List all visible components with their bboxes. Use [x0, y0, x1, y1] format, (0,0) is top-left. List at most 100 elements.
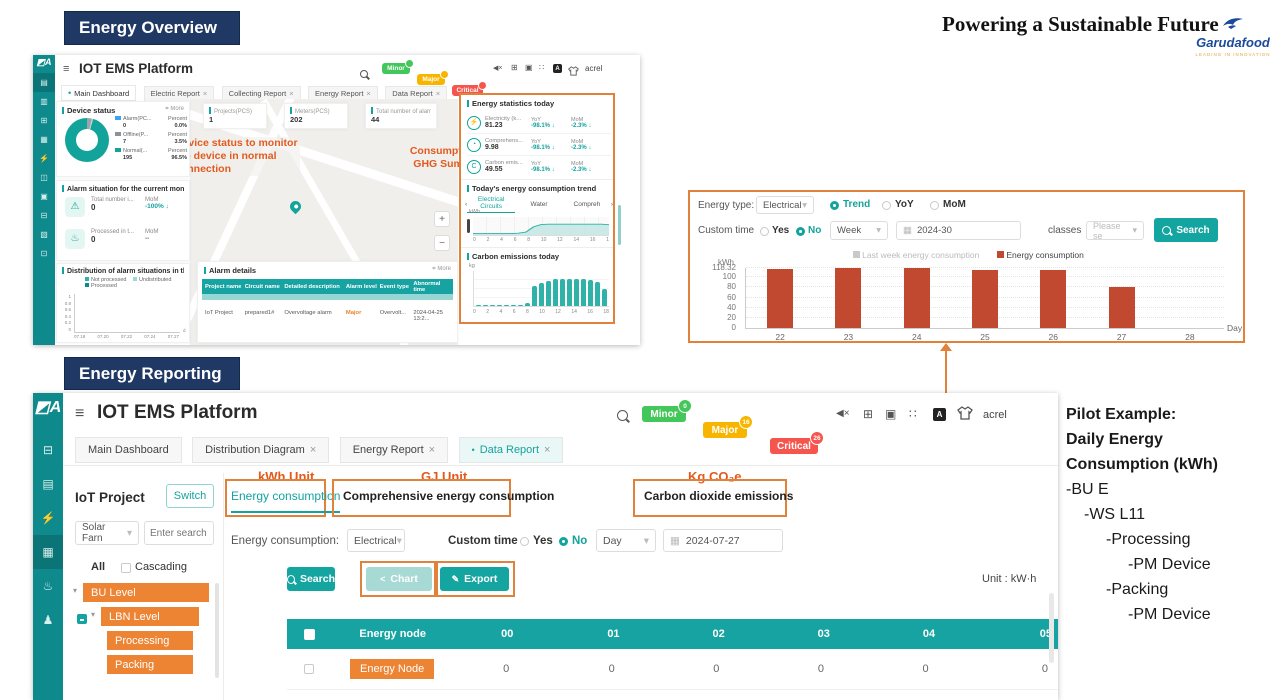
- sidebar-power-icon[interactable]: ⊞: [40, 116, 48, 125]
- sidebar-screen-icon[interactable]: ▣: [40, 192, 48, 201]
- search-button[interactable]: Search: [1154, 218, 1218, 242]
- grid-icon[interactable]: ⊞: [511, 63, 518, 72]
- trend-tabs-left-icon[interactable]: ‹: [465, 201, 468, 208]
- row-checkbox[interactable]: [304, 664, 315, 674]
- zoom-out-button[interactable]: −: [434, 235, 450, 251]
- major-alarm-badge[interactable]: Major: [417, 70, 449, 85]
- collapse-menu-icon[interactable]: ≡: [63, 63, 70, 75]
- close-icon[interactable]: ×: [544, 444, 551, 456]
- export-button[interactable]: ✎ Export: [440, 567, 509, 591]
- legend-energy-consumption[interactable]: Energy consumption: [997, 250, 1084, 260]
- filter-period-select[interactable]: Day ▾: [596, 529, 656, 552]
- radio-custom-yes[interactable]: [520, 537, 529, 546]
- search-button[interactable]: Search: [287, 567, 335, 591]
- section-tab-comprehensive[interactable]: Comprehensive energy consumption: [343, 489, 555, 503]
- tab-data-report[interactable]: • Data Report ×: [458, 437, 564, 463]
- fullscreen-icon[interactable]: ∷: [539, 63, 545, 72]
- content-scrollbar[interactable]: [1049, 593, 1054, 663]
- alarm-details-row[interactable]: IoT Project prepared1# Overvoltage alarm…: [205, 310, 443, 322]
- search-icon[interactable]: [617, 408, 628, 426]
- map-pin-icon[interactable]: [287, 198, 304, 215]
- trend-slider[interactable]: [467, 219, 470, 233]
- energy-type-select[interactable]: Electrical ▾: [756, 196, 814, 214]
- sidebar-user-icon[interactable]: ⊡: [40, 249, 48, 258]
- sidebar-report-icon[interactable]: ▦: [33, 535, 63, 569]
- shirt-icon[interactable]: [568, 63, 579, 81]
- legend-last-week[interactable]: Last week energy consumption: [853, 250, 979, 260]
- screenshot-icon[interactable]: ▣: [525, 63, 533, 72]
- minor-alarm-badge[interactable]: Minor 0: [642, 399, 692, 422]
- minor-alarm-badge[interactable]: Minor: [382, 59, 414, 74]
- section-tab-carbon[interactable]: Carbon dioxide emissions: [644, 489, 794, 503]
- sidebar-report-icon[interactable]: ▦: [40, 135, 48, 144]
- sidebar-diagram-icon[interactable]: ▤: [42, 477, 54, 491]
- project-select[interactable]: Solar Farn ▾: [75, 521, 139, 545]
- classes-select[interactable]: Please se ▾: [1086, 221, 1144, 241]
- zoom-in-button[interactable]: +: [434, 211, 450, 227]
- more-link[interactable]: ⌗ More: [432, 266, 451, 272]
- tree-caret-icon[interactable]: ▾: [91, 610, 96, 619]
- sidebar-environment-icon[interactable]: ♨: [42, 579, 54, 593]
- more-link[interactable]: ⌗ More: [165, 106, 184, 112]
- tree-scrollbar[interactable]: [215, 583, 219, 678]
- shirt-icon[interactable]: [957, 406, 973, 425]
- switch-button[interactable]: Switch: [166, 484, 214, 508]
- chart-button[interactable]: < Chart: [366, 567, 432, 591]
- sidebar-user-icon[interactable]: ♟: [42, 613, 54, 627]
- sidebar-monitor-icon[interactable]: ▥: [40, 97, 48, 106]
- close-icon[interactable]: ×: [289, 89, 294, 98]
- sidebar-energy-icon[interactable]: ⚡: [39, 154, 49, 163]
- grid-icon[interactable]: ⊞: [863, 407, 874, 421]
- tab-main-dashboard[interactable]: • Main Dashboard: [61, 85, 137, 101]
- close-icon[interactable]: ×: [435, 89, 441, 98]
- tree-item-packing[interactable]: Packing: [107, 655, 193, 674]
- panel-scrollbar[interactable]: [618, 205, 621, 245]
- screenshot-icon[interactable]: ▣: [885, 407, 897, 421]
- sidebar-power-icon[interactable]: ⚡: [40, 511, 56, 525]
- trend-tab-water[interactable]: Water: [530, 201, 548, 208]
- tree-search-input[interactable]: [144, 521, 214, 545]
- tree-caret-icon[interactable]: ▾: [73, 586, 78, 595]
- filter-date-input[interactable]: ▦ 2024-07-27: [663, 529, 783, 552]
- critical-alarm-badge[interactable]: Critical 26: [770, 431, 824, 454]
- trend-tab-comprehensive[interactable]: Compreh: [573, 201, 601, 208]
- username[interactable]: acrel: [983, 409, 1007, 421]
- select-all-checkbox[interactable]: [303, 628, 315, 640]
- close-icon[interactable]: ×: [202, 89, 208, 98]
- tab-electric-report[interactable]: Electric Report ×: [143, 85, 215, 102]
- radio-trend[interactable]: [830, 201, 839, 210]
- tree-item-bu-level[interactable]: BU Level: [83, 583, 209, 602]
- period-select[interactable]: Week ▾: [830, 221, 888, 240]
- table-row[interactable]: Energy Node 0 0 0 0 0 0: [287, 649, 1058, 690]
- radio-custom-yes[interactable]: [760, 227, 769, 236]
- radio-yoy[interactable]: [882, 201, 891, 210]
- radio-custom-no[interactable]: [559, 537, 568, 546]
- sidebar-dashboard-icon[interactable]: ▤: [33, 73, 55, 92]
- radio-mom[interactable]: [930, 201, 939, 210]
- date-input[interactable]: ▦ 2024-30: [896, 221, 1021, 240]
- section-tab-energy-consumption[interactable]: Energy consumption: [231, 489, 341, 513]
- sidebar-calendar-icon[interactable]: ⊟: [40, 211, 48, 220]
- all-checkbox[interactable]: [77, 614, 87, 624]
- sidebar-settings-icon[interactable]: ▧: [40, 230, 48, 239]
- fullscreen-icon[interactable]: ∷: [909, 407, 917, 421]
- critical-alarm-badge[interactable]: Critical: [452, 81, 487, 96]
- close-icon[interactable]: ×: [366, 89, 371, 98]
- sidebar-dashboard-icon[interactable]: ⊟: [42, 443, 54, 457]
- tree-item-lbn-level[interactable]: LBN Level: [101, 607, 199, 626]
- filter-type-select[interactable]: Electrical ▾: [347, 529, 405, 552]
- tab-main-dashboard[interactable]: Main Dashboard: [75, 437, 182, 463]
- translate-icon[interactable]: A: [933, 408, 946, 421]
- tab-energy-report[interactable]: Energy Report ×: [339, 437, 449, 463]
- trend-tabs-right-icon[interactable]: ›: [610, 201, 614, 208]
- close-icon[interactable]: ×: [309, 444, 317, 456]
- mute-icon[interactable]: ◀×: [493, 65, 503, 72]
- trend-tab-electrical[interactable]: Electrical Circuits: [467, 196, 516, 213]
- close-icon[interactable]: ×: [428, 444, 436, 456]
- mute-icon[interactable]: ◀×: [836, 408, 850, 419]
- cascading-checkbox[interactable]: [121, 563, 131, 573]
- search-icon[interactable]: [360, 65, 368, 83]
- sidebar-device-icon[interactable]: ◫: [40, 173, 48, 182]
- translate-icon[interactable]: A: [553, 64, 562, 73]
- tree-item-processing[interactable]: Processing: [107, 631, 193, 650]
